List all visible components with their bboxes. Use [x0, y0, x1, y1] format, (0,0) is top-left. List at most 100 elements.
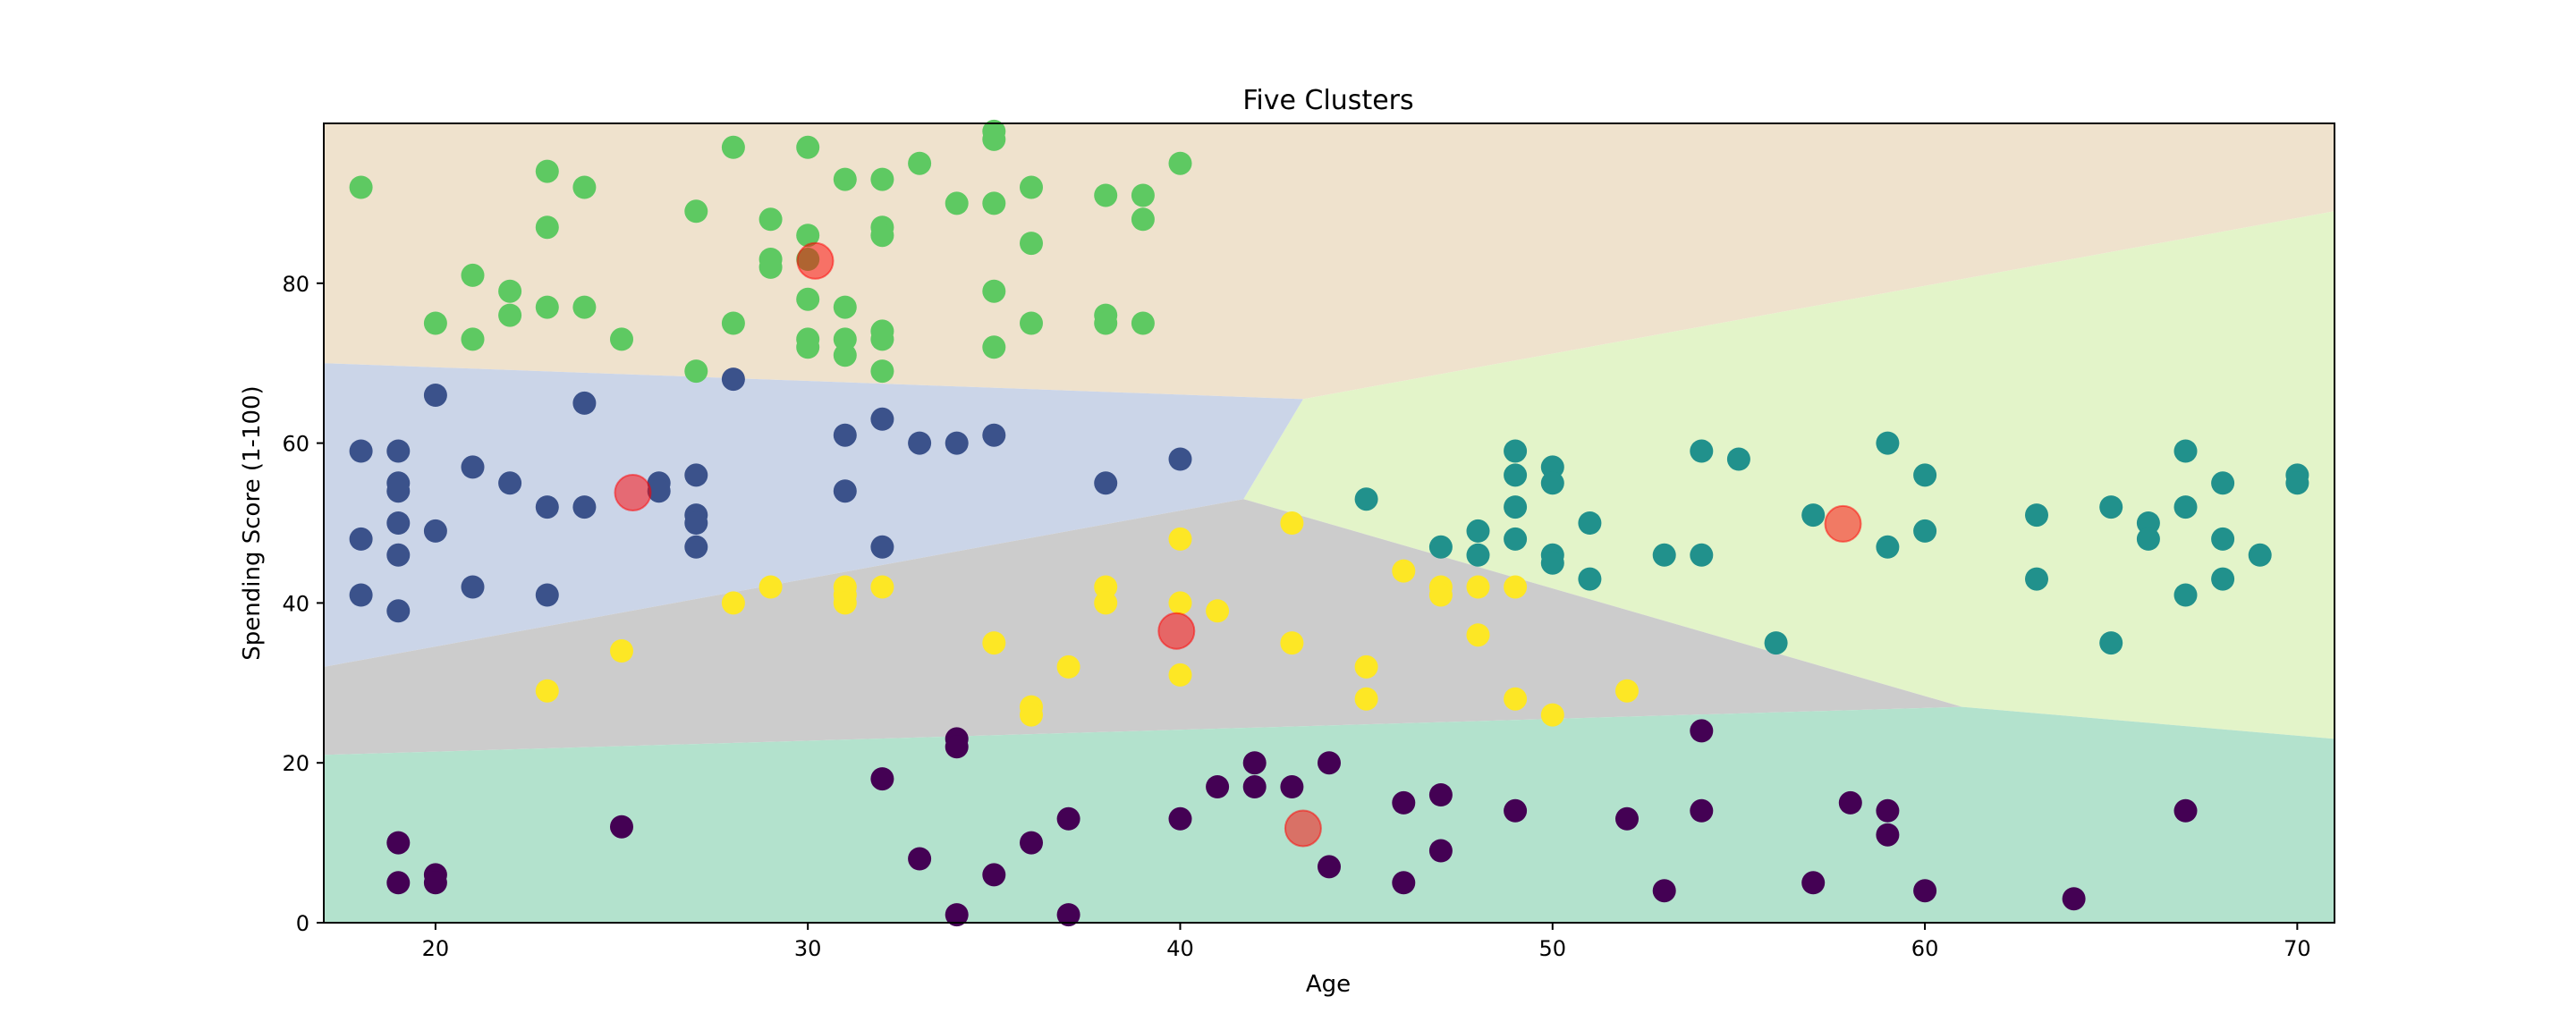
data-point-cluster-3 [1504, 495, 1528, 519]
data-point-cluster-1 [1242, 751, 1267, 775]
data-point-cluster-5 [1168, 591, 1192, 615]
data-point-cluster-1 [1615, 806, 1639, 831]
x-tick-label: 30 [794, 936, 822, 961]
data-point-cluster-1 [1801, 871, 1826, 895]
data-point-cluster-3 [1876, 431, 1900, 455]
data-point-cluster-4 [461, 263, 485, 287]
data-point-cluster-4 [796, 135, 820, 159]
region-orange [324, 123, 2334, 400]
data-point-cluster-3 [1913, 463, 1937, 487]
data-point-cluster-1 [1690, 719, 1714, 743]
cluster-regions [324, 123, 2334, 923]
data-point-cluster-3 [1726, 447, 1750, 471]
data-point-cluster-4 [833, 167, 857, 191]
data-point-cluster-3 [2099, 495, 2123, 519]
data-point-cluster-5 [833, 591, 857, 615]
data-point-cluster-5 [758, 575, 783, 599]
data-point-cluster-4 [796, 335, 820, 359]
data-point-cluster-4 [982, 279, 1006, 303]
chart-title: Five Clusters [1242, 85, 1413, 116]
data-point-cluster-3 [1578, 511, 1602, 535]
data-point-cluster-5 [1168, 527, 1192, 551]
data-point-cluster-4 [349, 175, 373, 199]
data-point-cluster-2 [945, 431, 969, 455]
data-point-cluster-3 [2211, 527, 2235, 551]
data-point-cluster-3 [1690, 439, 1714, 463]
data-point-cluster-4 [1020, 175, 1043, 199]
data-point-cluster-4 [721, 135, 745, 159]
data-point-cluster-1 [1652, 879, 1676, 903]
data-point-cluster-3 [2025, 503, 2048, 528]
x-tick-label: 70 [2284, 936, 2311, 961]
data-point-cluster-3 [2174, 439, 2198, 463]
data-point-cluster-5 [1504, 575, 1528, 599]
data-point-cluster-5 [1020, 703, 1043, 727]
x-tick-label: 40 [1166, 936, 1194, 961]
data-point-cluster-2 [908, 431, 932, 455]
data-point-cluster-1 [1280, 775, 1304, 798]
region-gray [324, 499, 1962, 756]
data-point-cluster-5 [1168, 663, 1192, 687]
data-point-cluster-1 [945, 903, 969, 927]
centroid-marker [1157, 612, 1196, 650]
data-point-cluster-3 [2211, 567, 2235, 591]
data-point-cluster-1 [1838, 790, 1862, 815]
data-point-cluster-1 [386, 831, 411, 855]
data-point-cluster-2 [423, 384, 447, 407]
data-point-cluster-2 [684, 463, 708, 487]
data-point-cluster-1 [1913, 879, 1937, 903]
data-point-cluster-1 [1056, 903, 1080, 927]
data-point-cluster-4 [908, 151, 932, 175]
data-point-cluster-1 [2062, 887, 2086, 911]
plot-frame [323, 122, 2335, 924]
data-point-cluster-2 [1168, 447, 1192, 471]
data-point-cluster-2 [647, 479, 671, 503]
x-axis-label: Age [1306, 971, 1351, 998]
data-point-cluster-5 [1504, 687, 1528, 711]
data-point-cluster-5 [1466, 575, 1490, 599]
centroid-marker [614, 474, 652, 511]
data-point-cluster-4 [870, 359, 894, 384]
data-point-cluster-3 [1801, 503, 1826, 528]
y-axis-label: Spending Score (1-100) [239, 385, 266, 660]
data-point-cluster-2 [572, 391, 597, 415]
data-point-cluster-5 [870, 575, 894, 599]
data-point-cluster-4 [498, 303, 522, 327]
data-point-cluster-4 [535, 295, 559, 319]
data-point-cluster-1 [908, 847, 932, 871]
data-point-cluster-1 [945, 735, 969, 759]
data-point-cluster-4 [461, 327, 485, 351]
y-tick-label: 20 [282, 751, 309, 776]
data-point-cluster-4 [833, 327, 857, 351]
data-point-cluster-5 [535, 679, 559, 703]
data-point-cluster-5 [1094, 575, 1118, 599]
y-axis-ticks: 0 20 40 60 80 [282, 272, 324, 936]
x-tick-label: 60 [1911, 936, 1939, 961]
data-point-cluster-4 [758, 207, 783, 232]
data-point-cluster-4 [870, 224, 894, 248]
data-point-cluster-1 [1318, 855, 1341, 879]
data-point-cluster-3 [1764, 631, 1788, 655]
data-point-cluster-3 [1504, 463, 1528, 487]
data-point-cluster-4 [535, 159, 559, 183]
y-tick-label: 0 [296, 911, 309, 936]
data-point-cluster-1 [423, 871, 447, 895]
data-point-cluster-5 [1615, 679, 1639, 703]
data-point-cluster-4 [684, 199, 708, 224]
data-point-cluster-3 [2099, 631, 2123, 655]
data-point-cluster-5 [982, 631, 1006, 655]
data-point-cluster-1 [1242, 775, 1267, 798]
data-point-cluster-4 [423, 311, 447, 335]
data-point-cluster-3 [1913, 519, 1937, 543]
data-point-cluster-2 [684, 535, 708, 559]
data-point-cluster-2 [386, 439, 411, 463]
data-point-cluster-3 [1876, 535, 1900, 559]
data-point-cluster-4 [1020, 311, 1043, 335]
data-point-cluster-2 [349, 439, 373, 463]
data-point-cluster-4 [982, 335, 1006, 359]
data-point-cluster-5 [1280, 631, 1304, 655]
data-point-cluster-3 [1428, 535, 1453, 559]
data-point-cluster-2 [386, 479, 411, 503]
region-green [1243, 211, 2334, 739]
y-tick-label: 60 [282, 432, 309, 457]
